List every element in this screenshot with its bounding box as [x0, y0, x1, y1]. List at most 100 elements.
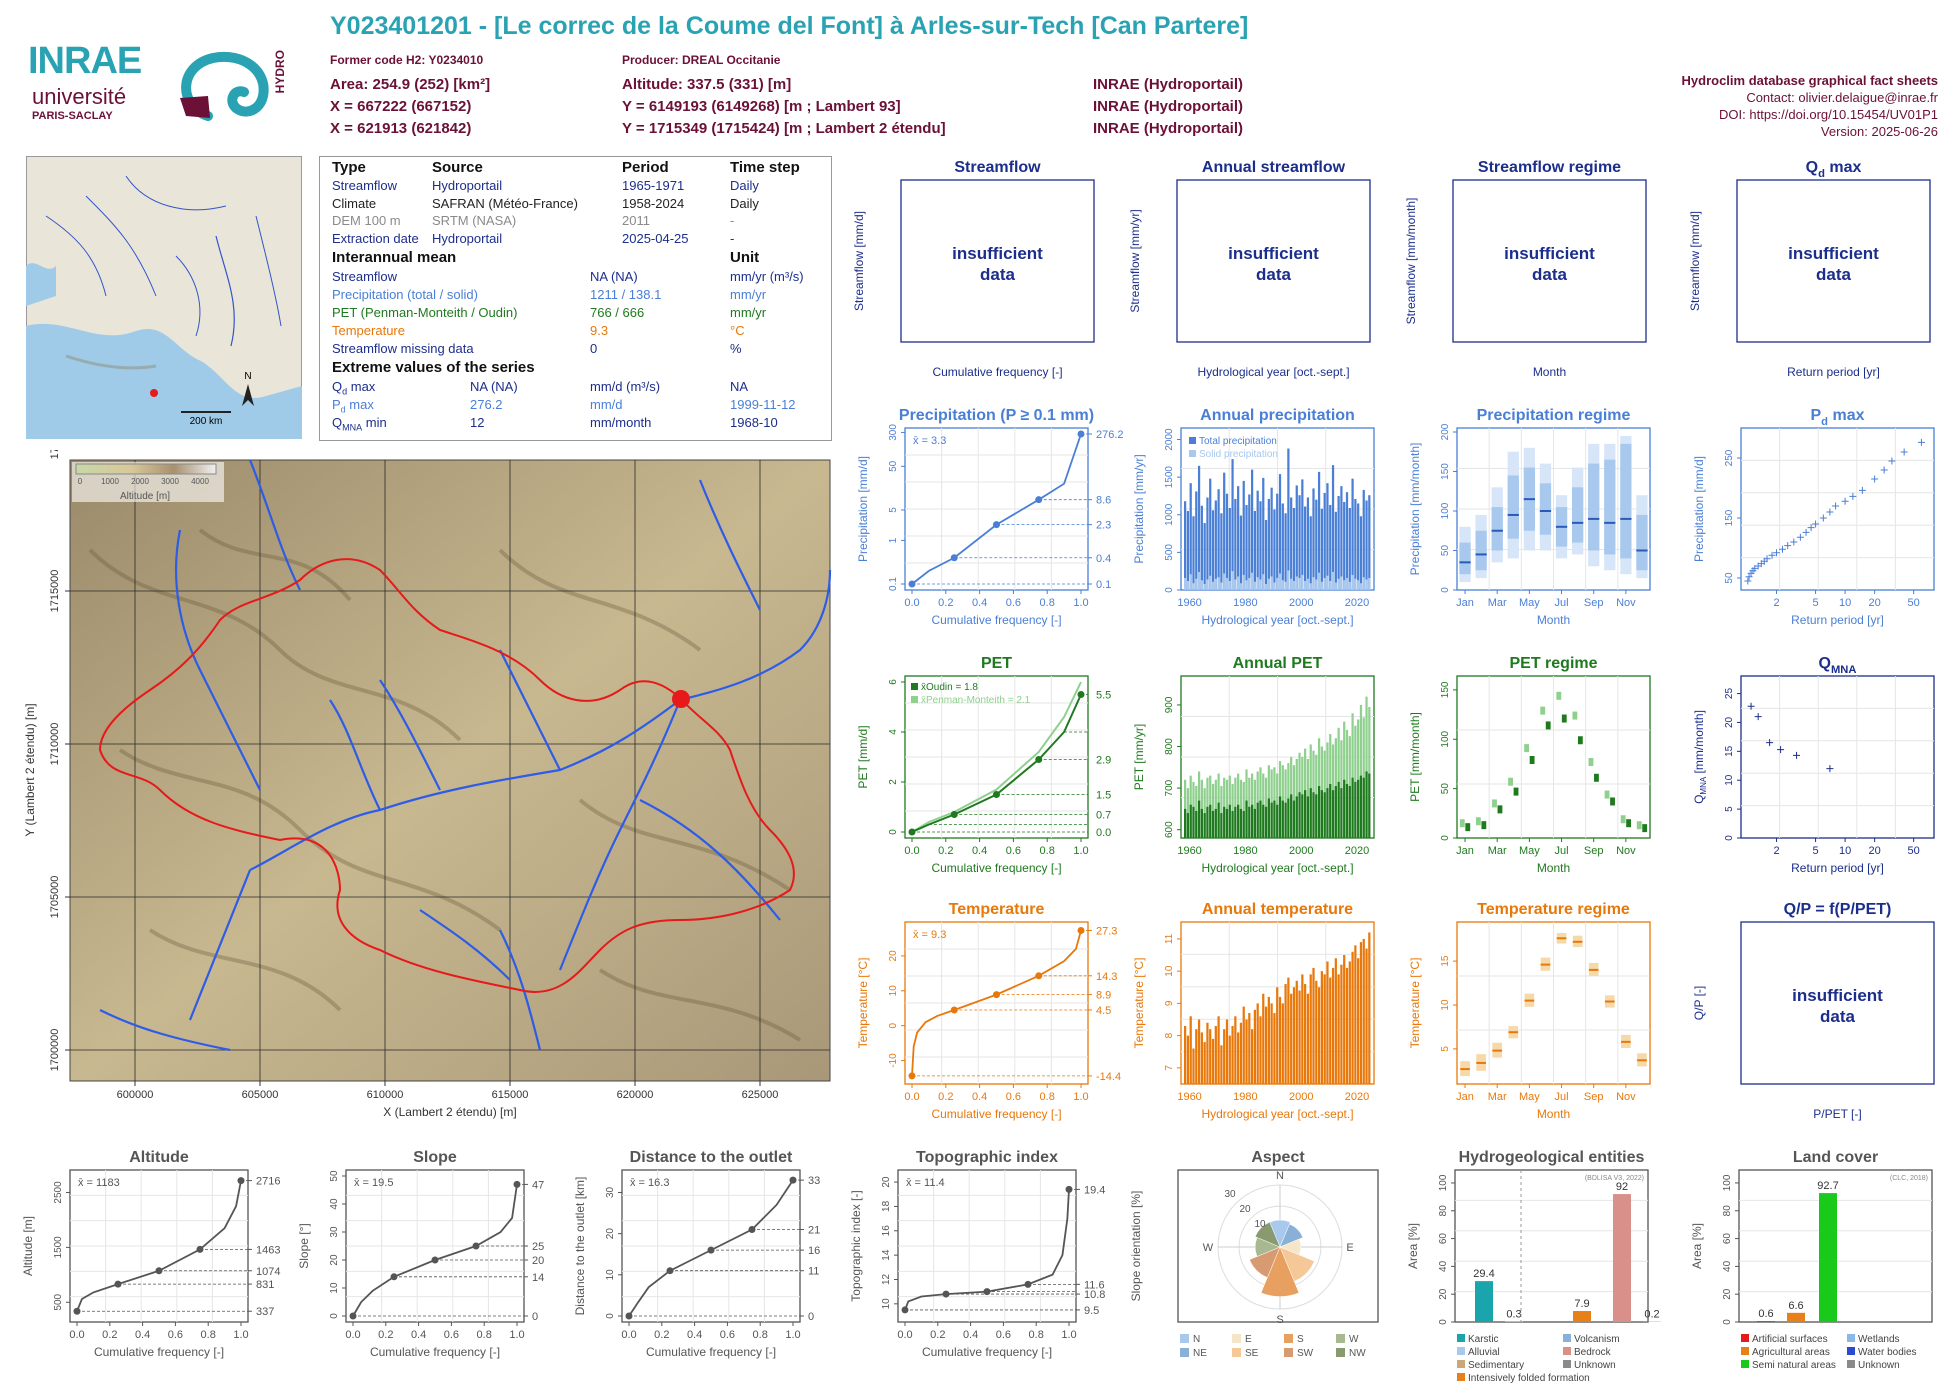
temp-bar — [1359, 942, 1363, 1084]
interannual-label: PET (Penman-Monteith / Oudin) — [332, 305, 518, 320]
solid-precip-bar — [1264, 583, 1268, 590]
penman-regime-Aug — [1572, 711, 1578, 720]
xtick-label: 0.8 — [477, 1329, 492, 1341]
solid-precip-bar — [1281, 580, 1284, 590]
solid-precip-bar — [1211, 581, 1215, 590]
right-tick-label: 27.3 — [1096, 925, 1117, 937]
xtick-label: 1.0 — [1061, 1329, 1076, 1341]
ytick-label: 0 — [329, 1313, 340, 1319]
xtick-label: 1960 — [1177, 845, 1201, 857]
ylabel-topo_cdf: Topographic index [-] — [849, 1190, 863, 1301]
data-point — [1826, 765, 1834, 773]
row-source: Hydroportail — [432, 230, 503, 246]
insufficient-line2: data — [980, 265, 1016, 284]
temp-bar — [1326, 961, 1329, 1084]
solid-precip-bar — [1312, 577, 1315, 590]
oudin-regime-Apr — [1513, 787, 1519, 796]
penman-regime-Jun — [1540, 706, 1546, 715]
temp-bar — [1340, 964, 1343, 1084]
total-precip-bar — [1365, 500, 1368, 590]
ytick-label: 40 — [1438, 1260, 1449, 1272]
total-precip-bar — [1214, 500, 1217, 590]
solid-precip-bar — [1186, 580, 1190, 590]
extreme-label: Pd max — [332, 397, 374, 415]
oudin-bar — [1264, 806, 1268, 838]
quantile-point — [666, 1267, 674, 1275]
ytick-label: 500 — [53, 1293, 64, 1310]
ytick-label: 9 — [1164, 1000, 1175, 1006]
total-precip-bar — [1209, 478, 1212, 590]
chart-title-temp_regime: Temperature regime — [1477, 901, 1630, 918]
rose-sector-NW — [1254, 1221, 1281, 1248]
temp-bar — [1309, 974, 1312, 1084]
xtick-label: 0.0 — [621, 1329, 636, 1341]
insufficient-line1: insufficient — [1228, 244, 1319, 263]
data-point — [1793, 751, 1801, 759]
legend-swatch — [1457, 1360, 1465, 1368]
quantile-point — [707, 1246, 715, 1254]
solid-precip-bar — [1337, 578, 1340, 590]
legend-label: Karstic — [1468, 1334, 1499, 1345]
legend-label-total: Total precipitation — [1199, 436, 1277, 447]
solid-precip-bar — [1200, 580, 1203, 590]
oudin-bar — [1351, 777, 1354, 838]
oudin-bar — [1237, 804, 1240, 838]
right-tick-label: 14 — [532, 1272, 544, 1284]
penman-bar — [1351, 713, 1354, 838]
xtick-label: 0.6 — [996, 1329, 1011, 1341]
total-precip-bar — [1359, 516, 1363, 590]
oudin-regime-May — [1529, 756, 1535, 764]
xtick-label: 0.8 — [201, 1329, 216, 1341]
legend-swatch-N — [1180, 1334, 1189, 1343]
xtick-label: Jul — [1555, 845, 1569, 857]
data-point — [1744, 577, 1752, 585]
regime-iqr-Feb — [1475, 530, 1487, 571]
interannual-value: 766 / 666 — [590, 305, 645, 320]
basin-xtick-label: 615000 — [492, 1089, 529, 1101]
source-note-landcover: (CLC, 2018) — [1890, 1175, 1928, 1182]
xtick-label: 1.0 — [1073, 597, 1088, 609]
data-point — [1778, 545, 1786, 553]
ytick-label: 2000 — [1164, 428, 1175, 451]
insufficient-line2: data — [1256, 265, 1292, 284]
basin-map: 0 1000 2000 3000 4000 Altitude [m] 600000 605… — [23, 450, 832, 1119]
xtick-label: 1.0 — [509, 1329, 524, 1341]
solid-precip-bar — [1197, 571, 1201, 590]
ytick-label: 5 — [1440, 1046, 1451, 1052]
legend-label: Intensively folded formation — [1468, 1373, 1590, 1384]
chart-precip_cdf: Precipitation (P ≥ 0.1 mm) Precipitation … — [856, 407, 1124, 627]
temp-bar — [1245, 1019, 1248, 1084]
temp-bar — [1312, 967, 1315, 1084]
temp-bar — [1337, 974, 1340, 1084]
legend-label-E: E — [1245, 1334, 1252, 1345]
data-point — [1807, 524, 1815, 532]
chart-precip_regime: Precipitation regime Precipitation [mm/mo… — [1408, 407, 1651, 627]
temp-bar — [1264, 1006, 1268, 1084]
oudin-bar — [1290, 794, 1293, 838]
solid-precip-bar — [1357, 580, 1360, 590]
rose-sector-S — [1260, 1246, 1300, 1297]
legend-swatch — [1741, 1347, 1749, 1355]
temp-bar — [1365, 948, 1368, 1084]
temp-bar — [1217, 1016, 1220, 1084]
total-precip-bar — [1200, 505, 1203, 590]
ytick-label: 500 — [1164, 544, 1175, 561]
ytick-label: 250 — [1724, 449, 1735, 466]
temp-bar — [1234, 1016, 1237, 1084]
xtick-label: Sep — [1584, 845, 1604, 857]
altitude-legend-tick: 4000 — [191, 477, 209, 486]
xtick-label: Jan — [1456, 845, 1474, 857]
solid-precip-bar — [1262, 574, 1265, 590]
penman-bar — [1242, 781, 1245, 838]
solid-precip-bar — [1228, 580, 1231, 590]
data-point — [1747, 702, 1755, 710]
data-point — [1777, 746, 1785, 754]
altitude-legend-title: Altitude [m] — [120, 491, 170, 502]
xtick-label: 0.0 — [897, 1329, 912, 1341]
oudin-bar — [1234, 806, 1237, 838]
xlabel-qp_pet: P/PET [-] — [1813, 1107, 1861, 1121]
solid-precip-bar — [1304, 580, 1307, 590]
ylabel-qp_pet: Q/P [-] — [1692, 986, 1706, 1020]
basin-ytick-label: 1715000 — [49, 570, 61, 613]
ytick-label: 0 — [888, 1022, 899, 1028]
